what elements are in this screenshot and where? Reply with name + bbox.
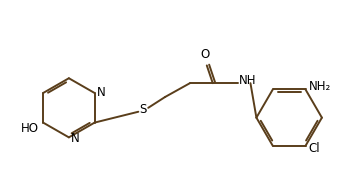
Text: O: O — [200, 47, 210, 60]
Text: HO: HO — [21, 122, 39, 135]
Text: Cl: Cl — [309, 142, 320, 155]
Text: N: N — [71, 132, 80, 145]
Text: NH₂: NH₂ — [309, 80, 331, 93]
Text: NH: NH — [239, 74, 256, 87]
Text: S: S — [140, 103, 147, 116]
Text: N: N — [96, 86, 105, 98]
